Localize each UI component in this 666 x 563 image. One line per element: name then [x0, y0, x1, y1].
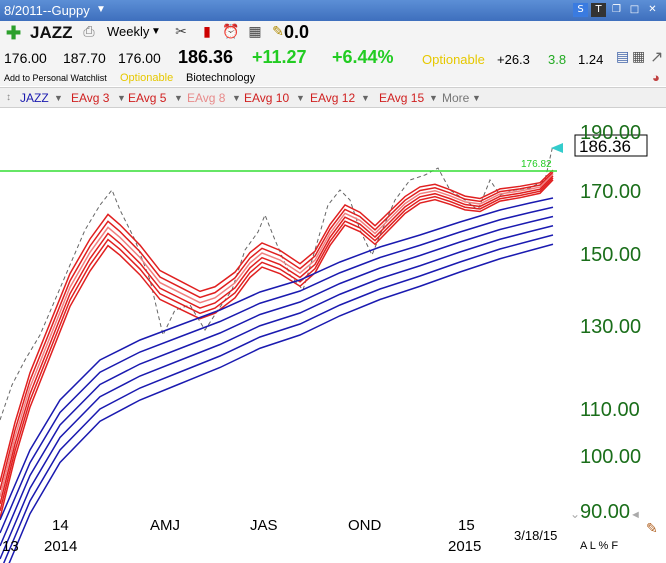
high-price: 187.70 — [63, 50, 106, 66]
short-ema-line-0 — [0, 169, 554, 483]
print-icon[interactable]: ⎙ — [83, 24, 95, 40]
price-change: +11.27 — [252, 47, 307, 67]
price-chart[interactable]: 176.82 186.36 190.00 170.00 150.00 130.00 11… — [0, 106, 666, 563]
x-tick-label: OND — [348, 517, 382, 534]
metric-3: 1.24 — [578, 52, 604, 67]
metric-2: 3.8 — [548, 52, 567, 67]
y-tick-label: 110.00 — [580, 399, 640, 421]
long-ema-line-2 — [0, 215, 554, 547]
legend-eavg12[interactable]: EAvg 12 — [310, 91, 356, 105]
long-ema-line-5 — [8, 243, 554, 563]
legend-eavg12-caret-icon[interactable]: ▼ — [361, 93, 370, 103]
optionable-badge: Optionable — [422, 52, 485, 67]
legend-more[interactable]: More — [442, 91, 470, 105]
y-tick-label: 170.00 — [580, 181, 641, 203]
symbol-name[interactable]: JAZZ — [30, 23, 73, 42]
last-price-tag: 186.36 — [579, 137, 631, 156]
tv-icon[interactable]: T — [591, 3, 606, 17]
info-optionable: Optionable — [120, 72, 174, 84]
y-tick-label: 150.00 — [580, 244, 641, 266]
quote-row: 176.00 187.70 176.00 186.36 +11.27 +6.44… — [0, 46, 666, 71]
value-display: 0.0 — [284, 22, 310, 42]
footer-modes[interactable]: A L % F — [580, 540, 619, 552]
last-price: 186.36 — [178, 47, 234, 67]
x-tick-label: AMJ — [150, 517, 180, 534]
legend-eavg10-caret-icon[interactable]: ▼ — [296, 93, 305, 103]
legend-eavg8[interactable]: EAvg 8 — [187, 91, 226, 105]
database-icon[interactable]: ▤ — [616, 49, 630, 65]
legend-eavg3[interactable]: EAvg 3 — [71, 91, 110, 105]
x-tick-label: 13 — [2, 538, 19, 555]
title-dropdown-icon[interactable]: ▼ — [96, 4, 106, 15]
low-price: 176.00 — [118, 50, 161, 66]
last-price-box — [574, 134, 648, 157]
legend-more-caret-icon[interactable]: ▼ — [472, 93, 481, 103]
x-tick-label: 3/18/15 — [514, 528, 557, 543]
short-ema-line-4 — [0, 177, 554, 512]
y-tick-label: 100.00 — [580, 446, 641, 468]
y-tick-label: 130.00 — [580, 316, 641, 338]
legend-eavg5[interactable]: EAvg 5 — [128, 91, 167, 105]
legend-eavg5-caret-icon[interactable]: ▼ — [174, 93, 183, 103]
interval-dropdown-icon[interactable]: ▼ — [151, 26, 161, 37]
restore-icon[interactable]: ❐ — [612, 4, 621, 15]
short-ema-line-1 — [0, 171, 554, 491]
x-tick-label: 2015 — [448, 538, 481, 555]
chart-style-icon[interactable]: ▮ — [203, 24, 211, 40]
symbol-toolbar: ✚ JAZZ ⎙ Weekly ▼ ✂ ▮ ⏰ ▦ ✎ 0.0 — [0, 21, 666, 46]
tools-icon[interactable]: ✂ — [175, 24, 187, 40]
info-row: Add to Personal Watchlist Optionable Bio… — [0, 70, 666, 86]
metric-1: +26.3 — [497, 52, 530, 67]
legend-eavg3-caret-icon[interactable]: ▼ — [117, 93, 126, 103]
alarm-icon[interactable]: ⏰ — [222, 24, 240, 40]
scroll-down-icon: ⌄ — [570, 507, 580, 521]
y-tick-label: 90.00 — [580, 501, 630, 523]
s-link-icon[interactable]: S — [573, 3, 588, 17]
x-tick-label: 14 — [52, 517, 69, 534]
scroll-arrow-icon: ◄ — [630, 509, 641, 521]
pct-change: +6.44% — [332, 47, 394, 67]
short-ema-line-5 — [0, 179, 554, 519]
table-icon[interactable]: ▦ — [248, 24, 262, 40]
x-tick-label: 2014 — [44, 538, 77, 555]
long-ema-line-1 — [0, 206, 554, 534]
legend-eavg15-caret-icon[interactable]: ▼ — [429, 93, 438, 103]
maximize-icon[interactable]: □ — [629, 4, 640, 15]
close-icon[interactable]: ✕ — [648, 4, 657, 15]
legend-symbol[interactable]: JAZZ — [20, 91, 49, 105]
long-ema-line-3 — [0, 225, 554, 560]
indicator-legend: ↕ JAZZ ▼ EAvg 3 ▼ EAvg 5 ▼ EAvg 8 ▼ EAvg… — [0, 87, 666, 108]
open-price: 176.00 — [4, 50, 47, 66]
last-price-marker — [551, 143, 563, 153]
legend-symbol-caret-icon[interactable]: ▼ — [54, 93, 63, 103]
legend-arrow-icon[interactable]: ↕ — [6, 92, 11, 103]
y-tick-label: 190.00 — [580, 122, 641, 144]
short-ema-line-3 — [0, 175, 554, 505]
legend-eavg8-caret-icon[interactable]: ▼ — [232, 93, 241, 103]
palette-icon[interactable]: ◕ — [652, 70, 660, 85]
draw-tool-icon[interactable]: ✎ — [646, 520, 658, 536]
legend-eavg15[interactable]: EAvg 15 — [379, 91, 425, 105]
level-line-label: 176.82 — [521, 159, 552, 170]
pin-icon[interactable]: ↗ — [650, 47, 664, 66]
long-ema-line-4 — [2, 234, 554, 563]
window-title: 8/2011--Guppy — [4, 3, 90, 18]
add-symbol-icon[interactable]: ✚ — [6, 23, 22, 43]
title-bar: 8/2011--Guppy ▼ S T ❐ □ ✕ — [0, 0, 666, 21]
industry-label: Biotechnology — [186, 72, 256, 84]
short-ema-line-2 — [0, 173, 554, 498]
interval-select[interactable]: Weekly — [107, 24, 150, 39]
long-ema-line-0 — [0, 197, 554, 521]
legend-eavg10[interactable]: EAvg 10 — [244, 91, 290, 105]
note-icon[interactable]: ✎ — [272, 24, 284, 40]
x-tick-label: 15 — [458, 517, 475, 534]
grid-icon[interactable]: ▦ — [632, 49, 646, 65]
x-tick-label: JAS — [250, 517, 278, 534]
add-watchlist-link[interactable]: Add to Personal Watchlist — [4, 73, 107, 83]
